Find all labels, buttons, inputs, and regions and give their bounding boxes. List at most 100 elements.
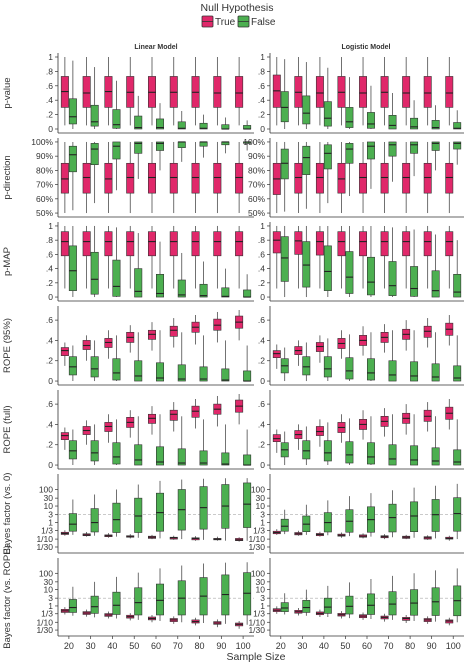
box-false bbox=[156, 414, 165, 466]
box-false bbox=[323, 338, 332, 382]
box-true bbox=[213, 536, 222, 541]
row-label: Bayes factor (vs. 0) bbox=[2, 473, 13, 555]
box-true bbox=[423, 141, 432, 214]
box-true bbox=[294, 424, 303, 450]
box-true bbox=[272, 606, 281, 614]
y-tick-label: .6 bbox=[46, 315, 53, 325]
box-body bbox=[134, 115, 143, 130]
box-false bbox=[199, 114, 208, 130]
box-body bbox=[243, 482, 252, 528]
box-body bbox=[213, 76, 222, 108]
box-false bbox=[280, 593, 289, 615]
box-true bbox=[272, 225, 281, 289]
facet-panel: 50% 60% 70% 80% 90% 100% bbox=[243, 137, 464, 218]
box-body bbox=[402, 76, 411, 108]
box-true bbox=[147, 534, 157, 540]
box-true bbox=[169, 57, 178, 126]
facet-panel: 0 .2 .4 .6 .8 1 bbox=[258, 52, 464, 134]
box-false bbox=[199, 478, 208, 540]
box-body bbox=[112, 141, 121, 160]
y-tick-label: .2 bbox=[46, 110, 53, 120]
box-body bbox=[104, 162, 113, 194]
box-true bbox=[359, 410, 368, 440]
box-true bbox=[423, 535, 432, 540]
legend: Null Hypothesis True False bbox=[201, 2, 276, 28]
y-tick-label: .2 bbox=[258, 110, 265, 120]
box-body bbox=[60, 231, 69, 257]
box-body bbox=[337, 162, 346, 194]
box-body bbox=[90, 251, 99, 295]
box-true bbox=[445, 141, 454, 214]
x-tick-label: 90 bbox=[427, 641, 437, 651]
box-true bbox=[315, 57, 324, 126]
box-false bbox=[134, 332, 143, 382]
box-false bbox=[134, 141, 143, 179]
box-false bbox=[453, 335, 462, 382]
x-tick-label: 70 bbox=[384, 641, 394, 651]
box-body bbox=[294, 162, 303, 194]
row-label: p-MAP bbox=[2, 247, 13, 276]
box-body bbox=[90, 508, 99, 533]
y-tick-label: .4 bbox=[258, 335, 265, 345]
box-false bbox=[453, 568, 462, 623]
box-true bbox=[402, 614, 411, 624]
box-body bbox=[243, 572, 252, 616]
box-body bbox=[431, 499, 440, 532]
box-body bbox=[315, 76, 324, 108]
box-false bbox=[134, 416, 143, 466]
box-true bbox=[213, 395, 222, 427]
box-false bbox=[199, 141, 208, 158]
box-false bbox=[134, 95, 143, 130]
box-false bbox=[134, 233, 143, 298]
box-true bbox=[169, 318, 178, 348]
box-false bbox=[410, 100, 419, 130]
y-tick-label: 0 bbox=[260, 292, 265, 302]
box-false bbox=[221, 424, 230, 466]
box-true bbox=[402, 404, 411, 435]
x-tick-label: 70 bbox=[173, 641, 183, 651]
y-tick-label: 0 bbox=[260, 460, 265, 470]
box-body bbox=[453, 141, 462, 150]
box-false bbox=[323, 141, 332, 204]
box-false bbox=[302, 225, 311, 298]
y-tick-label: 1 bbox=[260, 52, 265, 62]
box-false bbox=[453, 240, 462, 298]
box-body bbox=[345, 357, 354, 380]
box-body bbox=[410, 117, 419, 130]
y-tick-label: .6 bbox=[46, 399, 53, 409]
y-tick-label: 70% bbox=[248, 180, 265, 190]
box-false bbox=[366, 416, 375, 466]
box-true bbox=[126, 57, 135, 126]
box-body bbox=[68, 245, 77, 291]
box-false bbox=[156, 330, 165, 382]
box-true bbox=[423, 318, 432, 348]
box-body bbox=[453, 497, 462, 532]
box-false bbox=[280, 141, 289, 212]
box-false bbox=[112, 335, 121, 382]
y-tick-label: 1/10 bbox=[248, 534, 265, 544]
box-body bbox=[199, 141, 208, 147]
y-tick-label: 100% bbox=[243, 137, 265, 147]
box-false bbox=[280, 225, 289, 298]
box-true bbox=[445, 57, 454, 126]
box-false bbox=[410, 229, 419, 298]
box-true bbox=[315, 419, 324, 447]
box-false bbox=[366, 578, 375, 619]
box-body bbox=[453, 365, 462, 382]
box-body bbox=[68, 440, 77, 460]
box-body bbox=[388, 261, 397, 296]
box-body bbox=[323, 101, 332, 127]
box-body bbox=[112, 502, 121, 533]
box-true bbox=[380, 57, 389, 126]
box-false bbox=[345, 77, 354, 129]
box-false bbox=[345, 496, 354, 537]
box-false bbox=[388, 93, 397, 130]
box-body bbox=[60, 162, 69, 194]
box-true bbox=[423, 57, 432, 126]
y-tick-label: 0 bbox=[48, 376, 53, 386]
box-true bbox=[191, 57, 200, 126]
box-false bbox=[90, 340, 99, 382]
box-true bbox=[235, 620, 244, 629]
x-tick-label: 100 bbox=[236, 641, 251, 651]
box-true bbox=[126, 325, 135, 353]
